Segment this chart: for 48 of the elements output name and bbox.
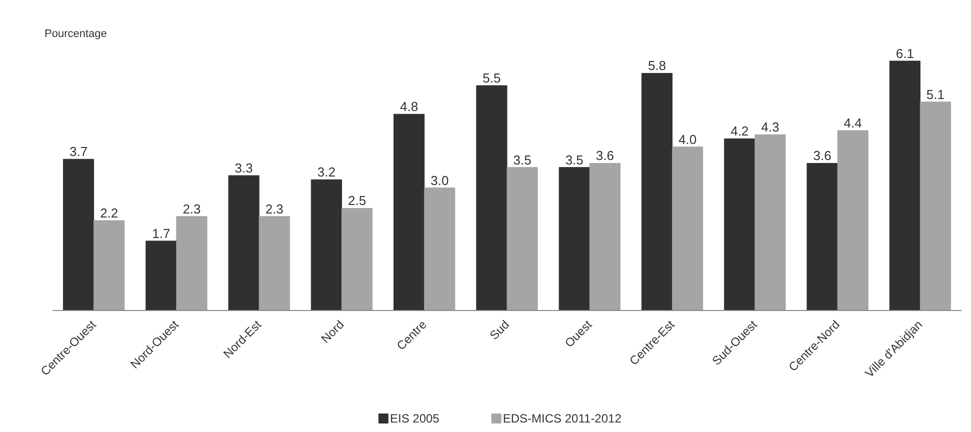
bar bbox=[920, 102, 952, 310]
data-label: 4.3 bbox=[761, 120, 780, 135]
bar bbox=[62, 158, 94, 310]
data-label: 4.0 bbox=[678, 132, 697, 147]
bar bbox=[589, 162, 620, 310]
bar bbox=[476, 85, 508, 310]
data-label: 3.5 bbox=[513, 152, 532, 168]
bar bbox=[641, 73, 673, 310]
bar bbox=[558, 167, 590, 310]
data-label: 3.2 bbox=[317, 164, 336, 180]
bar bbox=[94, 220, 125, 310]
bar bbox=[228, 175, 260, 310]
bar bbox=[341, 208, 373, 310]
bar bbox=[310, 179, 342, 310]
data-label: 5.8 bbox=[648, 58, 666, 74]
bar bbox=[258, 216, 290, 310]
data-label: 3.7 bbox=[69, 144, 88, 160]
bar bbox=[394, 114, 425, 310]
bar bbox=[146, 240, 177, 310]
data-label: 5.5 bbox=[482, 70, 501, 86]
data-label: 3.0 bbox=[430, 172, 449, 188]
data-label: 4.4 bbox=[844, 116, 862, 131]
legend-label: EIS 2005 bbox=[390, 412, 440, 426]
data-label: 3.3 bbox=[234, 160, 253, 176]
bar bbox=[889, 60, 920, 310]
bar bbox=[724, 138, 756, 310]
data-label: 3.5 bbox=[565, 152, 584, 168]
bar bbox=[837, 130, 868, 310]
bar bbox=[424, 188, 456, 310]
data-label: 3.6 bbox=[596, 148, 614, 164]
data-label: 3.6 bbox=[813, 148, 832, 164]
bar bbox=[176, 216, 208, 310]
bar bbox=[506, 167, 538, 310]
bar bbox=[754, 134, 786, 310]
y-axis-title: Pourcentage bbox=[44, 28, 107, 40]
bar bbox=[806, 162, 838, 310]
legend-label: EDS-MICS 2011-2012 bbox=[502, 412, 622, 426]
data-label: 4.8 bbox=[400, 99, 418, 114]
data-label: 2.3 bbox=[265, 201, 284, 216]
bar bbox=[672, 146, 704, 310]
data-label: 2.2 bbox=[100, 206, 118, 221]
data-label: 2.3 bbox=[182, 201, 201, 216]
data-label: 5.1 bbox=[926, 86, 945, 102]
data-label: 1.7 bbox=[152, 226, 170, 241]
x-tick-label: Sud bbox=[486, 318, 512, 343]
data-label: 6.1 bbox=[896, 46, 914, 61]
data-label: 2.5 bbox=[348, 193, 366, 208]
data-label: 4.2 bbox=[730, 124, 749, 139]
